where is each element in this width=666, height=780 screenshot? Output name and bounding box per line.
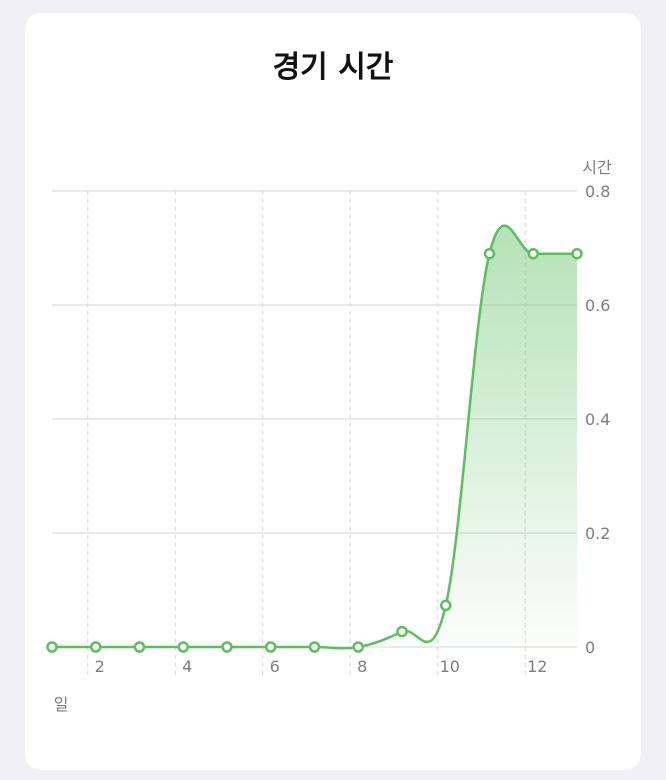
series-area [52,226,577,649]
y-tick-label: 0.8 [585,182,610,201]
x-tick-label: 4 [182,657,192,676]
data-point [441,601,450,610]
y-axis-label: 시간 [582,158,612,177]
data-point [179,643,188,652]
y-tick-label: 0.2 [585,524,610,543]
data-point [91,643,100,652]
x-tick-label: 12 [527,657,547,676]
x-tick-label: 8 [357,657,367,676]
data-point [135,643,144,652]
data-point [266,643,275,652]
data-point [573,249,582,258]
x-tick-label: 10 [440,657,460,676]
data-point [310,643,319,652]
x-tick-label: 6 [270,657,280,676]
y-axis-ticks: 0 0.2 0.4 0.6 0.8 [585,182,610,657]
data-point [529,249,538,258]
data-point [485,249,494,258]
y-tick-label: 0 [585,638,595,657]
x-axis-ticks: 2 4 6 8 10 12 [95,657,548,676]
data-point [223,643,232,652]
x-tick-label: 2 [95,657,105,676]
data-point [48,643,57,652]
x-axis-label: 일 [54,695,69,714]
data-point [398,627,407,636]
y-tick-label: 0.6 [585,296,610,315]
y-tick-label: 0.4 [585,410,610,429]
data-point [354,643,363,652]
